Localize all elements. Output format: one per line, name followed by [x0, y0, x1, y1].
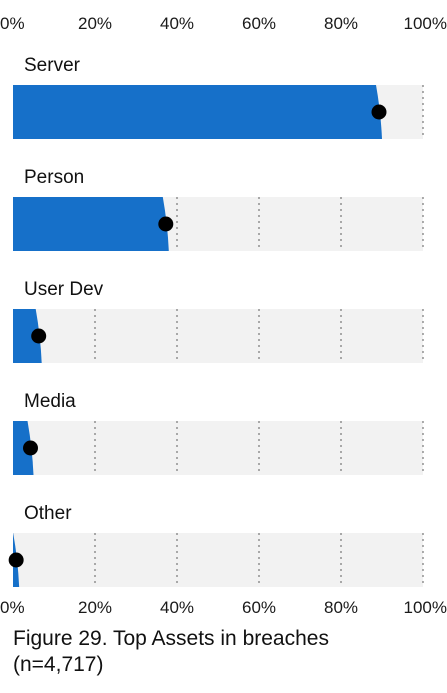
value-bar: [13, 197, 169, 251]
x-tick-label-bottom: 0%: [0, 598, 25, 617]
value-marker: [8, 552, 24, 568]
x-tick-label-bottom: 60%: [242, 598, 276, 617]
category-label: Media: [24, 391, 76, 412]
value-marker: [371, 104, 387, 120]
category-label: Other: [24, 503, 72, 524]
value-bar: [13, 85, 382, 139]
x-tick-label-bottom: 20%: [78, 598, 112, 617]
category-label: Person: [24, 167, 84, 188]
value-marker: [158, 216, 174, 232]
x-tick-label-top: 40%: [160, 14, 194, 33]
figure-caption: Figure 29. Top Assets in breaches (n=4,7…: [13, 626, 443, 678]
value-marker: [23, 440, 38, 456]
x-tick-label-bottom: 40%: [160, 598, 194, 617]
bar-track: [13, 421, 423, 475]
value-bar: [13, 309, 42, 363]
caption-sample-size: (n=4,717): [13, 653, 104, 676]
value-marker: [31, 328, 47, 344]
bar-track: [13, 533, 423, 587]
x-tick-label-top: 20%: [78, 14, 112, 33]
bar-chart: 0% 20% 40% 60% 80% 100% Server Person User Dev Me…: [0, 14, 447, 617]
x-tick-label-bottom: 100%: [404, 598, 447, 617]
x-tick-label-top: 0%: [0, 14, 25, 33]
x-tick-label-top: 80%: [324, 14, 358, 33]
category-label: Server: [24, 55, 81, 76]
x-tick-label-top: 100%: [404, 14, 447, 33]
caption-title: Figure 29. Top Assets in breaches: [13, 627, 329, 650]
category-label: User Dev: [24, 279, 104, 300]
x-tick-label-top: 60%: [242, 14, 276, 33]
x-tick-label-bottom: 80%: [324, 598, 358, 617]
bar-track: [13, 309, 423, 363]
